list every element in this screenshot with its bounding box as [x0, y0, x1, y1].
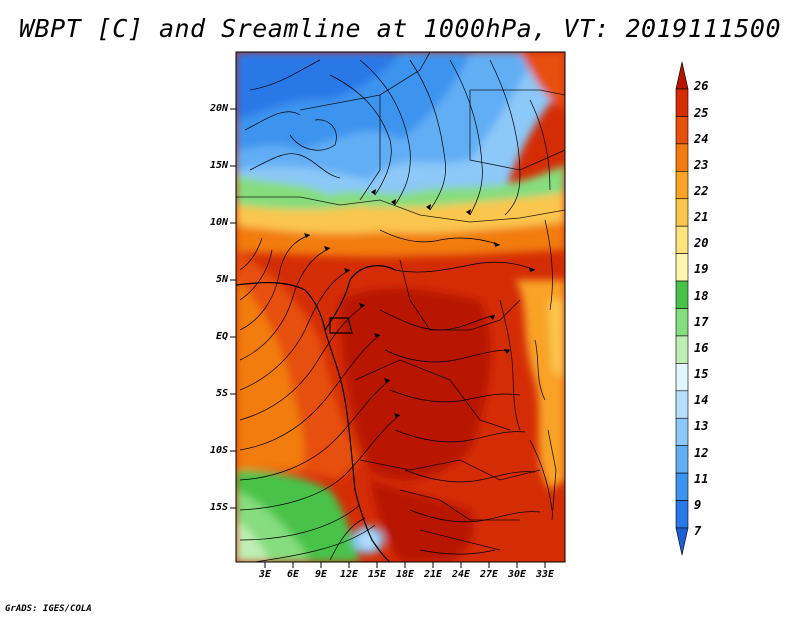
credit-footer: GrADS: IGES/COLA	[5, 604, 92, 614]
colorbar-segment	[675, 472, 689, 501]
colorbar-label: 16	[694, 341, 709, 355]
plot-frame	[235, 51, 566, 563]
chart-title: WBPT [C] and Sreamline at 1000hPa, VT: 2…	[18, 14, 781, 43]
colorbar-label: 9	[694, 498, 702, 512]
colorbar-segment	[675, 171, 689, 200]
colorbar-segment	[675, 198, 689, 227]
colorbar-label: 23	[694, 158, 709, 172]
colorbar-segment	[675, 143, 689, 172]
colorbar-segment	[675, 363, 689, 392]
lon-label: 18E	[395, 569, 415, 580]
colorbar-label: 21	[694, 210, 709, 224]
colorbar-top-arrow	[675, 61, 689, 90]
colorbar-bottom-arrow	[675, 527, 689, 556]
colorbar-label: 20	[694, 236, 709, 250]
lat-label: 5S	[215, 388, 228, 399]
colorbar-label: 22	[694, 184, 709, 198]
colorbar-label: 25	[694, 106, 709, 120]
streamline-arrowheads	[304, 189, 535, 418]
colorbar-label: 15	[694, 367, 709, 381]
lon-label: 15E	[367, 569, 387, 580]
lat-label: 10S	[209, 445, 228, 456]
colorbar-label: 14	[694, 393, 709, 407]
lon-label: 6E	[286, 569, 300, 580]
colorbar-segment	[675, 280, 689, 309]
colorbar-label: 17	[694, 315, 709, 329]
lon-label: 33E	[535, 569, 555, 580]
lon-label: 9E	[314, 569, 328, 580]
temperature-field	[236, 52, 565, 562]
lat-label: 20N	[209, 103, 228, 114]
streamlines	[239, 59, 553, 562]
colorbar-label: 11	[694, 472, 709, 486]
colorbar-segment	[675, 116, 689, 145]
axis-ticks	[230, 108, 546, 568]
colorbar-label: 18	[694, 289, 709, 303]
colorbar-label: 12	[694, 446, 709, 460]
country-borders	[236, 52, 565, 551]
lon-label: 24E	[451, 569, 471, 580]
colorbar-segment	[675, 500, 689, 529]
lon-label: 30E	[507, 569, 527, 580]
colorbar-label: 26	[694, 79, 709, 93]
colorbar-segment	[675, 335, 689, 364]
colorbar-segment	[675, 225, 689, 254]
colorbar-segment	[675, 88, 689, 117]
lon-label: 12E	[339, 569, 359, 580]
colorbar-segment	[675, 445, 689, 474]
lon-label: 3E	[258, 569, 272, 580]
lon-label: 27E	[479, 569, 499, 580]
colorbar-segment	[675, 417, 689, 446]
colorbar-label: 13	[694, 419, 709, 433]
lat-label: 5N	[215, 274, 228, 285]
lat-label: 15N	[209, 160, 228, 171]
lat-label: 15S	[209, 502, 228, 513]
lat-label: 10N	[209, 217, 228, 228]
colorbar-label: 7	[694, 524, 702, 538]
colorbar-segment	[675, 308, 689, 337]
colorbar-label: 24	[694, 132, 709, 146]
coastline	[236, 265, 396, 562]
lon-label: 21E	[423, 569, 443, 580]
colorbar-segment	[675, 390, 689, 419]
colorbar-label: 19	[694, 262, 709, 276]
colorbar	[675, 61, 689, 556]
colorbar-segment	[675, 253, 689, 282]
lat-label: EQ	[215, 331, 228, 342]
